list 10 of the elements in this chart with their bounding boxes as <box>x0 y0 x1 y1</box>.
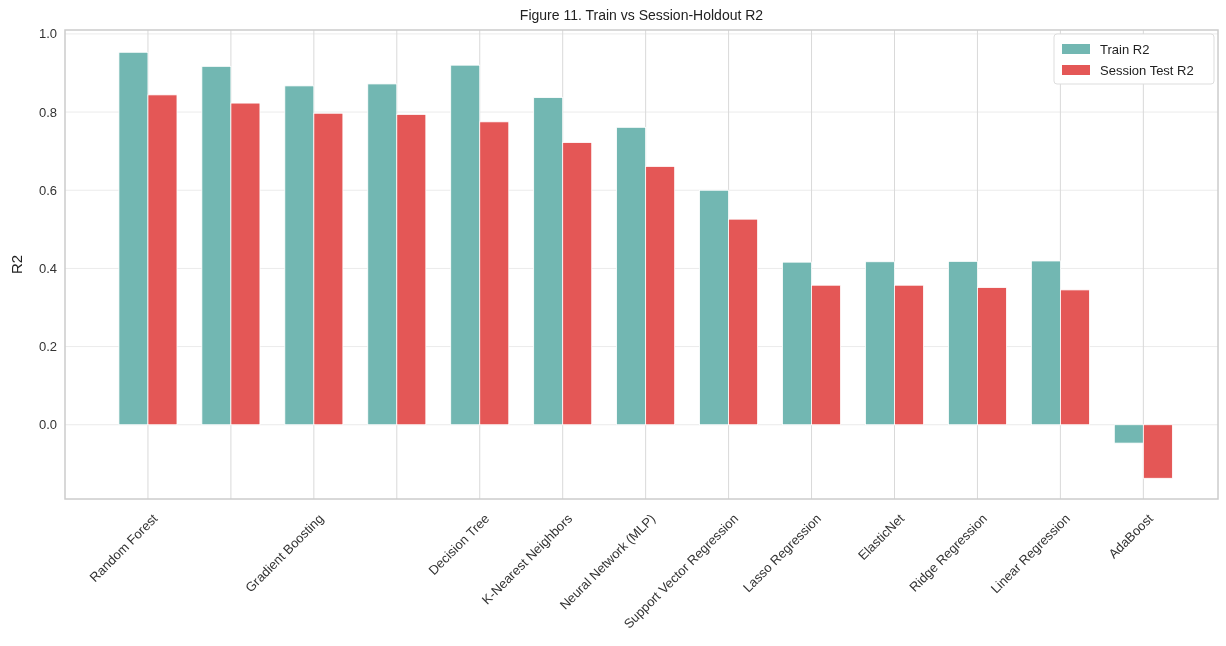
legend-label: Session Test R2 <box>1100 62 1194 78</box>
y-tick-label: 1.0 <box>38 26 57 42</box>
y-tick-label: 0.6 <box>38 182 57 198</box>
y-tick-label: 0.4 <box>38 260 57 276</box>
legend-label: Train R2 <box>1100 41 1150 57</box>
chart-title: Figure 11. Train vs Session-Holdout R2 <box>519 7 764 23</box>
y-axis-title: R2 <box>8 254 25 275</box>
y-tick-label: 0.0 <box>38 417 57 433</box>
y-tick-label: 0.2 <box>38 339 57 355</box>
y-tick-label: 0.8 <box>38 104 57 120</box>
